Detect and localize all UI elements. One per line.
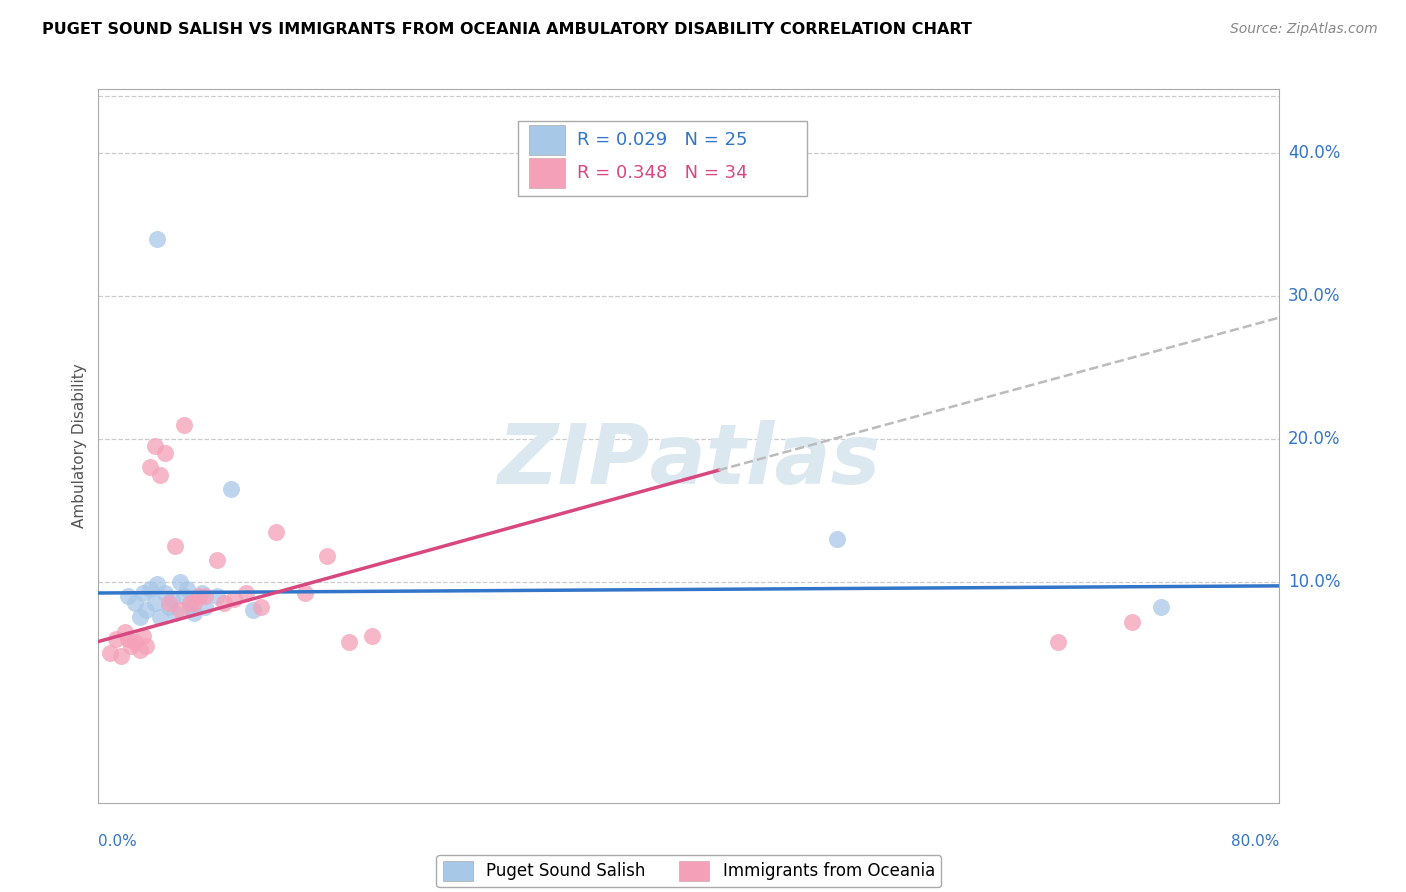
Point bbox=[139, 460, 162, 475]
Point bbox=[212, 596, 235, 610]
Point bbox=[183, 606, 205, 620]
Point bbox=[114, 624, 136, 639]
Point bbox=[157, 600, 180, 615]
Point bbox=[98, 646, 121, 660]
Text: Source: ZipAtlas.com: Source: ZipAtlas.com bbox=[1230, 22, 1378, 37]
Point bbox=[173, 589, 195, 603]
Text: 40.0%: 40.0% bbox=[1288, 145, 1340, 162]
Point bbox=[1046, 634, 1069, 648]
Point bbox=[176, 582, 198, 596]
Point bbox=[139, 582, 162, 596]
Point bbox=[205, 553, 228, 567]
Point bbox=[187, 589, 209, 603]
FancyBboxPatch shape bbox=[517, 121, 807, 196]
Point bbox=[179, 600, 201, 615]
Legend: Puget Sound Salish, Immigrants from Oceania: Puget Sound Salish, Immigrants from Ocea… bbox=[436, 855, 942, 888]
Point bbox=[165, 606, 187, 620]
Point bbox=[124, 596, 146, 610]
Text: 30.0%: 30.0% bbox=[1288, 287, 1340, 305]
Text: R = 0.348   N = 34: R = 0.348 N = 34 bbox=[576, 164, 748, 182]
Point bbox=[194, 600, 217, 615]
Point bbox=[135, 603, 157, 617]
Point bbox=[149, 467, 172, 482]
Point bbox=[143, 596, 166, 610]
Point bbox=[153, 586, 176, 600]
Point bbox=[157, 596, 180, 610]
Text: ZIP​atlas: ZIP​atlas bbox=[498, 420, 880, 500]
Point bbox=[183, 596, 205, 610]
Point bbox=[135, 639, 157, 653]
Bar bbox=[530, 158, 565, 187]
Text: PUGET SOUND SALISH VS IMMIGRANTS FROM OCEANIA AMBULATORY DISABILITY CORRELATION : PUGET SOUND SALISH VS IMMIGRANTS FROM OC… bbox=[42, 22, 972, 37]
Text: 20.0%: 20.0% bbox=[1288, 430, 1340, 448]
Point bbox=[179, 596, 201, 610]
Point bbox=[191, 586, 214, 600]
Point bbox=[337, 634, 360, 648]
Point bbox=[173, 417, 195, 432]
Point bbox=[143, 439, 166, 453]
Point bbox=[1150, 600, 1173, 615]
Point bbox=[219, 482, 242, 496]
Point bbox=[242, 603, 264, 617]
Point bbox=[132, 629, 155, 643]
Point bbox=[194, 589, 217, 603]
Point bbox=[146, 577, 169, 591]
Bar bbox=[530, 125, 565, 155]
Point bbox=[224, 591, 246, 606]
Point bbox=[128, 643, 150, 657]
Point bbox=[117, 632, 139, 646]
Point bbox=[316, 549, 339, 563]
Point bbox=[264, 524, 287, 539]
Point bbox=[205, 589, 228, 603]
Point bbox=[105, 632, 128, 646]
Text: 10.0%: 10.0% bbox=[1288, 573, 1340, 591]
Point bbox=[153, 446, 176, 460]
Point bbox=[117, 589, 139, 603]
Text: R = 0.029   N = 25: R = 0.029 N = 25 bbox=[576, 131, 747, 149]
Point bbox=[120, 639, 142, 653]
Point bbox=[294, 586, 316, 600]
Point bbox=[360, 629, 382, 643]
Text: 80.0%: 80.0% bbox=[1232, 834, 1279, 849]
Text: 0.0%: 0.0% bbox=[98, 834, 138, 849]
Point bbox=[169, 603, 191, 617]
Point bbox=[132, 586, 155, 600]
Point bbox=[124, 634, 146, 648]
Point bbox=[146, 232, 169, 246]
Point bbox=[825, 532, 848, 546]
Point bbox=[165, 539, 187, 553]
Point bbox=[110, 648, 132, 663]
Point bbox=[235, 586, 257, 600]
Point bbox=[169, 574, 191, 589]
Point bbox=[1121, 615, 1143, 629]
Point bbox=[162, 591, 183, 606]
Point bbox=[128, 610, 150, 624]
Y-axis label: Ambulatory Disability: Ambulatory Disability bbox=[72, 364, 87, 528]
Point bbox=[149, 610, 172, 624]
Point bbox=[250, 600, 273, 615]
